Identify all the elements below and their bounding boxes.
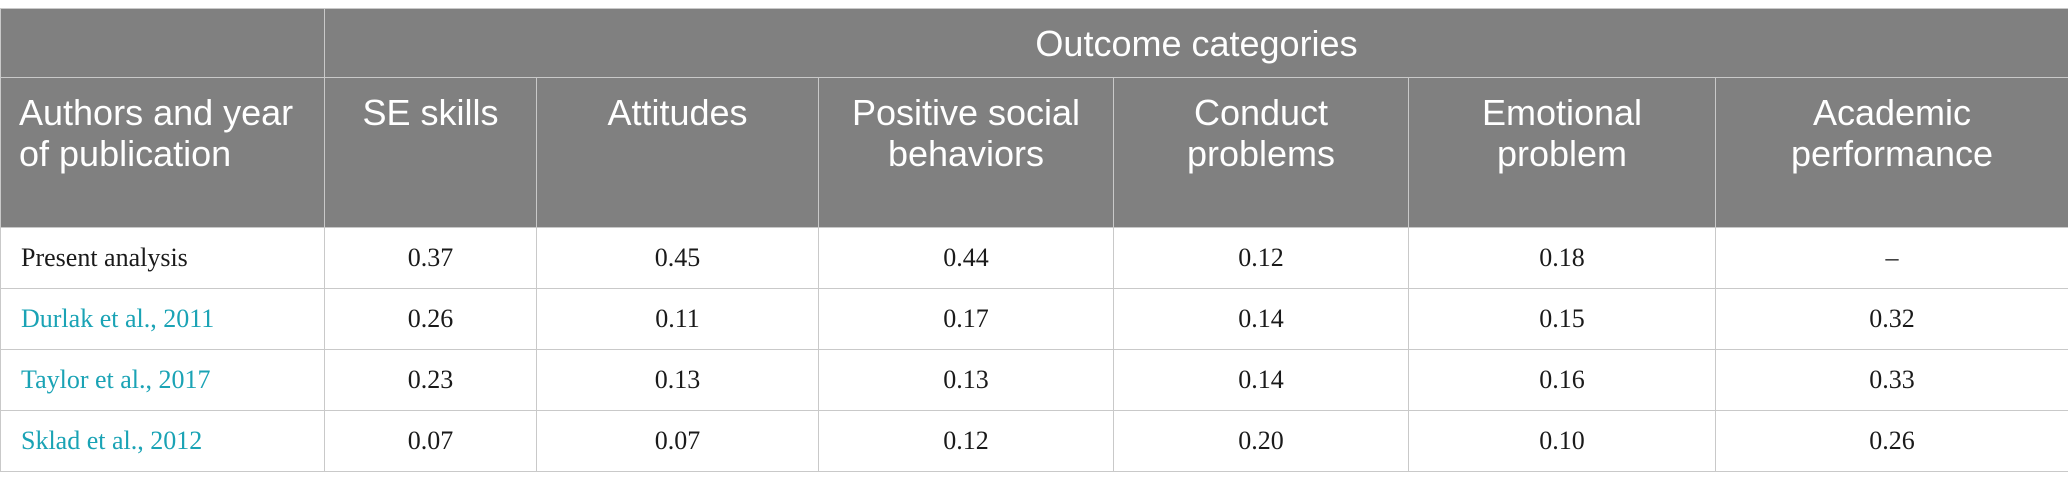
value-cell: 0.26 — [1715, 410, 2068, 472]
column-header-attitudes: Attitudes — [536, 77, 819, 228]
outcome-categories-header: Outcome categories — [324, 8, 2068, 78]
value-cell: 0.13 — [536, 349, 819, 411]
value-cell: 0.14 — [1113, 288, 1409, 350]
author-citation-link[interactable]: Durlak et al., 2011 — [0, 288, 325, 350]
value-cell: 0.18 — [1408, 227, 1716, 289]
value-cell: 0.07 — [324, 410, 537, 472]
value-cell: 0.37 — [324, 227, 537, 289]
value-cell: 0.07 — [536, 410, 819, 472]
value-cell: 0.45 — [536, 227, 819, 289]
value-cell: 0.12 — [1113, 227, 1409, 289]
table-row-durlak-2011: Durlak et al., 2011 0.26 0.11 0.17 0.14 … — [0, 288, 2068, 350]
column-header-row: Authors and year of publication SE skill… — [0, 77, 2068, 228]
column-header-se-skills: SE skills — [324, 77, 537, 228]
value-cell: 0.32 — [1715, 288, 2068, 350]
value-cell: 0.17 — [818, 288, 1114, 350]
table-row-present-analysis: Present analysis 0.37 0.45 0.44 0.12 0.1… — [0, 227, 2068, 289]
value-cell: 0.23 — [324, 349, 537, 411]
table-row-taylor-2017: Taylor et al., 2017 0.23 0.13 0.13 0.14 … — [0, 349, 2068, 411]
column-header-positive-social-behaviors: Positive social behaviors — [818, 77, 1114, 228]
value-cell: 0.33 — [1715, 349, 2068, 411]
empty-corner-cell — [0, 8, 325, 78]
value-cell: – — [1715, 227, 2068, 289]
column-header-authors: Authors and year of publication — [0, 77, 325, 228]
author-citation-link[interactable]: Sklad et al., 2012 — [0, 410, 325, 472]
value-cell: 0.44 — [818, 227, 1114, 289]
author-cell: Present analysis — [0, 227, 325, 289]
table-row-sklad-2012: Sklad et al., 2012 0.07 0.07 0.12 0.20 0… — [0, 410, 2068, 472]
value-cell: 0.10 — [1408, 410, 1716, 472]
column-header-emotional-problem: Emotional problem — [1408, 77, 1716, 228]
value-cell: 0.11 — [536, 288, 819, 350]
column-header-conduct-problems: Conduct problems — [1113, 77, 1409, 228]
value-cell: 0.20 — [1113, 410, 1409, 472]
value-cell: 0.16 — [1408, 349, 1716, 411]
value-cell: 0.15 — [1408, 288, 1716, 350]
value-cell: 0.14 — [1113, 349, 1409, 411]
group-header-row: Outcome categories — [0, 8, 2068, 78]
column-header-academic-performance: Academic performance — [1715, 77, 2068, 228]
value-cell: 0.12 — [818, 410, 1114, 472]
value-cell: 0.26 — [324, 288, 537, 350]
value-cell: 0.13 — [818, 349, 1114, 411]
outcome-comparison-table: Outcome categories Authors and year of p… — [0, 8, 2068, 472]
author-citation-link[interactable]: Taylor et al., 2017 — [0, 349, 325, 411]
